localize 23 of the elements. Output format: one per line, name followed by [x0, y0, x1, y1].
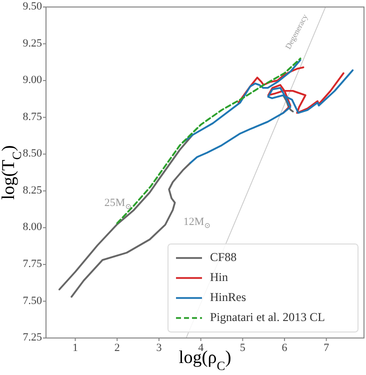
x-tick-label: 3 — [156, 342, 162, 354]
y-tick-label: 8.75 — [22, 110, 42, 123]
legend-label: CF88 — [210, 250, 237, 264]
y-tick-label: 9.50 — [22, 0, 42, 13]
legend-label: Hin — [210, 270, 228, 284]
y-tick-label: 7.25 — [22, 332, 42, 344]
y-tick-label: 8.25 — [22, 184, 42, 196]
legend-label: Pignatari et al. 2013 CL — [210, 310, 325, 324]
x-tick-label: 7 — [324, 342, 330, 354]
y-tick-label: 8.50 — [22, 148, 42, 160]
y-tick-label: 9.25 — [22, 37, 42, 50]
x-tick-label: 4 — [198, 342, 204, 354]
annotation: 12M$_{⊙}$ — [183, 216, 211, 230]
legend-label: HinRes — [210, 290, 246, 304]
y-tick-label: 7.75 — [22, 258, 42, 270]
y-tick-label: 7.50 — [22, 294, 42, 307]
x-tick-label: 6 — [282, 342, 288, 354]
y-tick-label: 8.00 — [22, 221, 42, 234]
y-tick-label: 9.00 — [22, 74, 42, 86]
x-tick-label: 5 — [240, 342, 246, 354]
x-tick-label: 2 — [114, 342, 120, 354]
x-tick-label: 1 — [72, 342, 78, 354]
annotation: 25M$_{⊙}$ — [104, 196, 132, 212]
